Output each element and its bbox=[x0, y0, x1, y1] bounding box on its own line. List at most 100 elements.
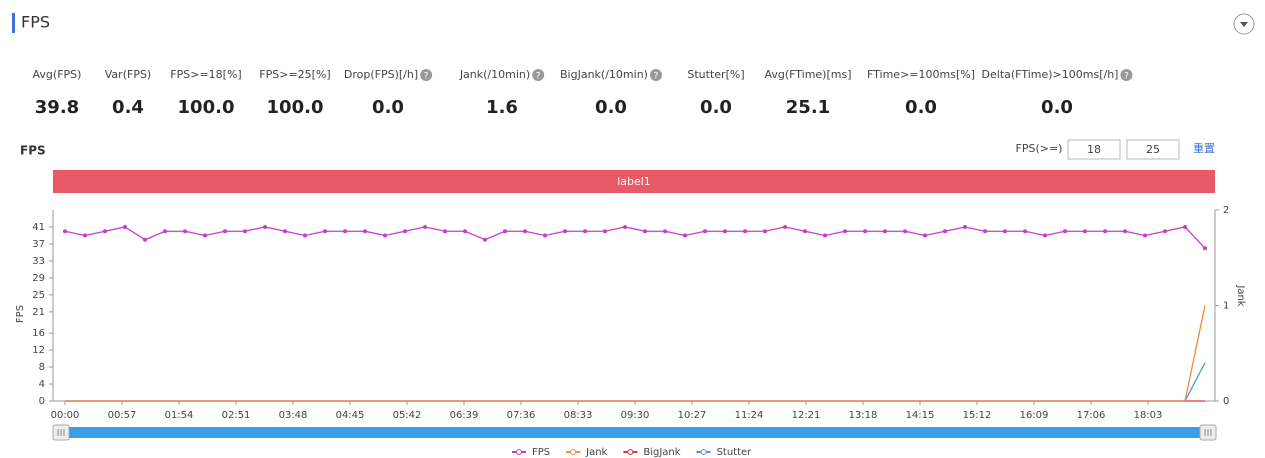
collapse-button[interactable] bbox=[1233, 13, 1255, 35]
data-point bbox=[763, 229, 767, 234]
data-point bbox=[383, 233, 387, 238]
legend-marker bbox=[700, 449, 707, 455]
data-point bbox=[303, 233, 307, 238]
stat-label: Jank(/10min) bbox=[459, 68, 530, 81]
data-point bbox=[423, 224, 427, 229]
data-point bbox=[283, 229, 287, 234]
threshold-low-input[interactable] bbox=[1067, 139, 1121, 160]
x-tick-label: 05:42 bbox=[393, 410, 422, 421]
y-tick-label: 12 bbox=[32, 345, 45, 356]
data-point bbox=[723, 229, 727, 234]
data-point bbox=[443, 229, 447, 234]
x-tick-label: 17:06 bbox=[1077, 410, 1106, 421]
data-point bbox=[1163, 229, 1167, 234]
x-tick-label: 00:00 bbox=[51, 410, 80, 421]
data-point bbox=[543, 233, 547, 238]
data-point bbox=[603, 229, 607, 234]
x-tick-label: 12:21 bbox=[792, 410, 821, 421]
data-point bbox=[563, 229, 567, 234]
data-point bbox=[623, 224, 627, 229]
y-tick-label: 16 bbox=[32, 328, 45, 339]
stat-value: 39.8 bbox=[35, 97, 79, 118]
y2-tick-label: 0 bbox=[1223, 396, 1229, 407]
data-point bbox=[583, 229, 587, 234]
data-point bbox=[643, 229, 647, 234]
x-tick-label: 02:51 bbox=[222, 410, 251, 421]
stat-value: 100.0 bbox=[178, 97, 235, 118]
range-slider[interactable] bbox=[52, 424, 1217, 441]
data-point bbox=[1143, 233, 1147, 238]
data-point bbox=[503, 229, 507, 234]
legend-item[interactable]: Jank bbox=[566, 447, 608, 458]
y2-tick-label: 2 bbox=[1223, 205, 1229, 216]
data-point bbox=[1063, 229, 1067, 234]
stat-label: BigJank(/10min) bbox=[560, 68, 648, 81]
chart-title: FPS bbox=[20, 144, 46, 158]
x-tick-label: 10:27 bbox=[678, 410, 707, 421]
data-point bbox=[223, 229, 227, 234]
x-tick-label: 00:57 bbox=[108, 410, 137, 421]
y-tick-label: 29 bbox=[32, 273, 45, 284]
data-point bbox=[783, 224, 787, 229]
x-tick-label: 04:45 bbox=[336, 410, 365, 421]
data-point bbox=[683, 233, 687, 238]
title-accent bbox=[12, 13, 15, 33]
data-point bbox=[183, 229, 187, 234]
x-tick-label: 06:39 bbox=[450, 410, 479, 421]
data-point bbox=[483, 237, 487, 242]
reset-button[interactable]: 重置 bbox=[1193, 141, 1215, 155]
stat-label: Drop(FPS)[/h] bbox=[344, 68, 418, 81]
data-point bbox=[403, 229, 407, 234]
data-point bbox=[1023, 229, 1027, 234]
stat-value: 0.0 bbox=[700, 97, 732, 118]
y-tick-label: 21 bbox=[32, 307, 45, 318]
data-point bbox=[863, 229, 867, 234]
data-point bbox=[63, 229, 67, 234]
y-tick-label: 25 bbox=[32, 290, 45, 301]
data-point bbox=[923, 233, 927, 238]
stat-label: Delta(FTime)>100ms[/h] bbox=[982, 68, 1119, 81]
data-point bbox=[143, 237, 147, 242]
stat-value: 0.4 bbox=[112, 97, 144, 118]
x-tick-label: 15:12 bbox=[963, 410, 992, 421]
threshold-low: 18 bbox=[1087, 143, 1101, 156]
legend-label: Jank bbox=[585, 447, 607, 458]
y-tick-label: 33 bbox=[32, 256, 45, 267]
stat-label: FTime>=100ms[%] bbox=[867, 68, 975, 81]
help-icon bbox=[420, 69, 433, 81]
data-point bbox=[203, 233, 207, 238]
x-tick-label: 16:09 bbox=[1020, 410, 1049, 421]
x-tick-label: 18:03 bbox=[1134, 410, 1163, 421]
data-point bbox=[83, 233, 87, 238]
data-point bbox=[983, 229, 987, 234]
data-point bbox=[803, 229, 807, 234]
x-tick-label: 01:54 bbox=[165, 410, 194, 421]
data-point bbox=[103, 229, 107, 234]
legend-item[interactable]: Stutter bbox=[696, 447, 753, 458]
data-point bbox=[823, 233, 827, 238]
y2-axis-title: Jank bbox=[1235, 284, 1246, 306]
threshold-high-input[interactable] bbox=[1126, 139, 1180, 160]
stat-label: Avg(FPS) bbox=[33, 68, 82, 81]
legend-item[interactable]: BigJank bbox=[623, 447, 681, 458]
stat-value: 1.6 bbox=[486, 97, 518, 118]
x-tick-label: 11:24 bbox=[735, 410, 764, 421]
data-point bbox=[1083, 229, 1087, 234]
data-point bbox=[1203, 246, 1207, 251]
y-tick-label: 8 bbox=[39, 362, 45, 373]
data-point bbox=[343, 229, 347, 234]
help-icon bbox=[532, 69, 545, 81]
data-point bbox=[943, 229, 947, 234]
legend-label: FPS bbox=[532, 447, 550, 458]
stat-value: 0.0 bbox=[372, 97, 404, 118]
data-point bbox=[463, 229, 467, 234]
legend-label: Stutter bbox=[717, 447, 753, 458]
legend-item[interactable]: FPS bbox=[512, 447, 550, 458]
y-axis-title: FPS bbox=[15, 305, 26, 323]
series-line bbox=[65, 362, 1206, 402]
data-point bbox=[903, 229, 907, 234]
data-point bbox=[363, 229, 367, 234]
data-point bbox=[663, 229, 667, 234]
x-tick-label: 03:48 bbox=[279, 410, 308, 421]
data-point bbox=[123, 224, 127, 229]
